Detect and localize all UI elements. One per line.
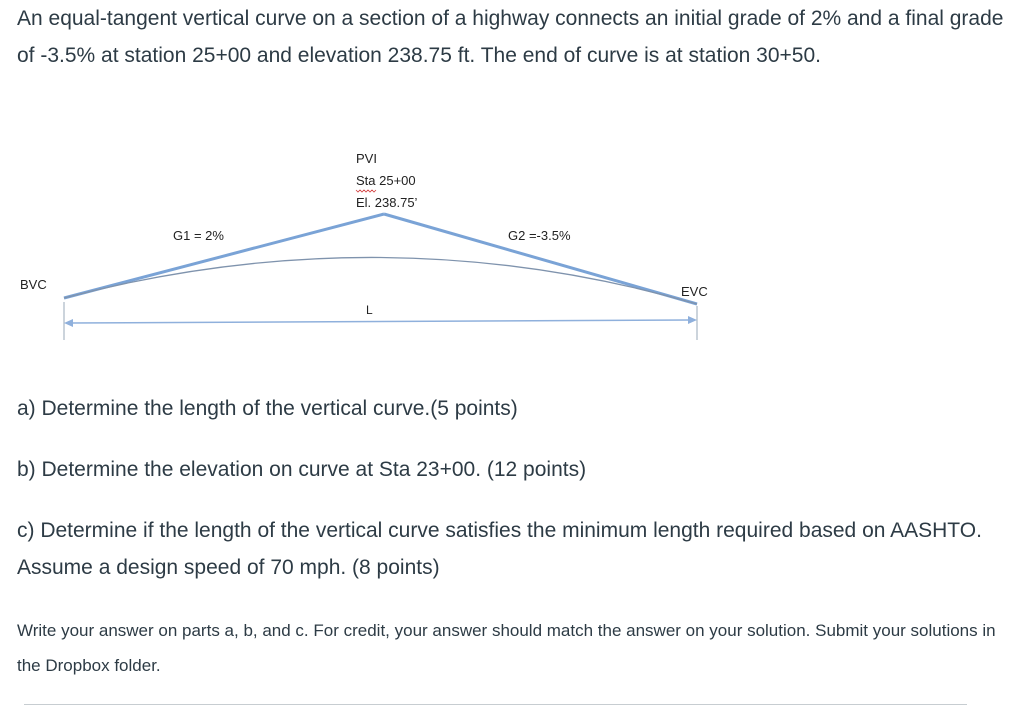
length-arrow-line xyxy=(69,319,691,324)
problem-statement: An equal-tangent vertical curve on a sec… xyxy=(17,7,1004,67)
initial-grade-tangent xyxy=(63,212,385,300)
question-b: b) Determine the elevation on curve at S… xyxy=(17,458,587,481)
evc-label: EVC xyxy=(681,284,708,299)
length-label: L xyxy=(366,303,373,317)
question-c: c) Determine if the length of the vertic… xyxy=(17,519,982,579)
bvc-label: BVC xyxy=(20,277,47,292)
pvi-label: PVI xyxy=(356,151,377,166)
pvi-station-label: Sta 25+00 xyxy=(356,173,416,188)
bottom-divider xyxy=(24,704,967,705)
submission-instructions: Write your answer on parts a, b, and c. … xyxy=(17,621,996,675)
length-arrow-left-head xyxy=(64,319,73,327)
g2-label: G2 =-3.5% xyxy=(508,228,571,243)
final-grade-tangent xyxy=(383,212,698,306)
pvi-elevation-label: El. 238.75’ xyxy=(356,195,418,210)
g1-label: G1 = 2% xyxy=(173,228,224,243)
question-a: a) Determine the length of the vertical … xyxy=(17,397,518,420)
vertical-curve-diagram: PVI Sta 25+00 El. 238.75’ G1 = 2% G2 =-3… xyxy=(20,151,708,340)
spellcheck-squiggle xyxy=(355,189,377,193)
length-arrow-right-head xyxy=(688,316,697,324)
vertical-curve xyxy=(63,256,698,305)
